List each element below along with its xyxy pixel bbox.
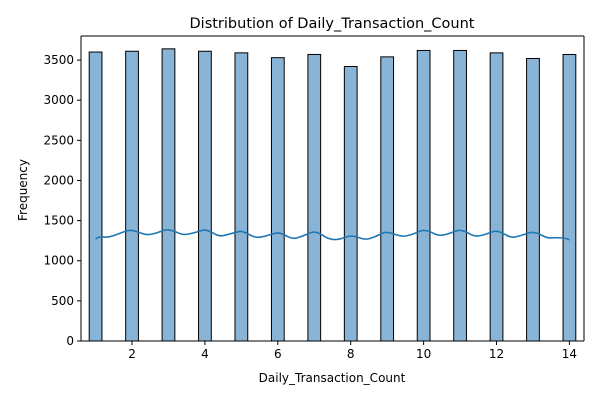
histogram-bar-10: [416, 49, 431, 342]
y-tick-label: 1500: [43, 214, 74, 228]
y-tick-label: 2000: [43, 173, 74, 187]
histogram-bar-5: [234, 52, 249, 342]
x-tick-label: 14: [562, 347, 577, 361]
histogram-bar-13: [526, 57, 540, 342]
x-tick-label: 10: [416, 347, 431, 361]
x-tick-label: 6: [274, 347, 282, 361]
y-ticks-group: 0 500 1000 1500 2000 2500 3000 3500: [43, 53, 81, 348]
kde-line: [95, 229, 570, 241]
histogram-bar-2: [125, 50, 139, 342]
y-tick-label: 0: [66, 334, 74, 348]
y-tick-label: 2500: [43, 133, 74, 147]
x-tick-label: 8: [347, 347, 355, 361]
x-tick-label: 12: [489, 347, 504, 361]
histogram-bar-12: [489, 52, 504, 342]
histogram-bar-3: [161, 48, 176, 342]
histogram-bar-6: [270, 57, 285, 342]
x-ticks-group: 2 4 6 8 10 12 14: [128, 341, 577, 361]
histogram-bar-8: [343, 66, 358, 342]
bars-group: [88, 48, 577, 342]
y-tick-label: 3000: [43, 93, 74, 107]
y-tick-label: 500: [51, 294, 74, 308]
histogram-bar-7: [307, 53, 322, 342]
histogram-bar-1: [88, 51, 103, 342]
histogram-bar-11: [453, 49, 467, 342]
x-tick-label: 2: [128, 347, 136, 361]
y-axis-label: Frequency: [16, 159, 30, 221]
y-tick-label: 1000: [43, 254, 74, 268]
kde-group: [95, 229, 570, 241]
histogram-bar-9: [380, 56, 395, 342]
y-tick-label: 3500: [43, 53, 74, 67]
histogram-bar-14: [562, 53, 577, 342]
histogram-bar-4: [198, 50, 212, 342]
axes-group: [80, 35, 585, 342]
chart-title: Distribution of Daily_Transaction_Count: [190, 16, 475, 32]
x-axis-label: Daily_Transaction_Count: [259, 371, 406, 385]
x-tick-label: 4: [201, 347, 209, 361]
